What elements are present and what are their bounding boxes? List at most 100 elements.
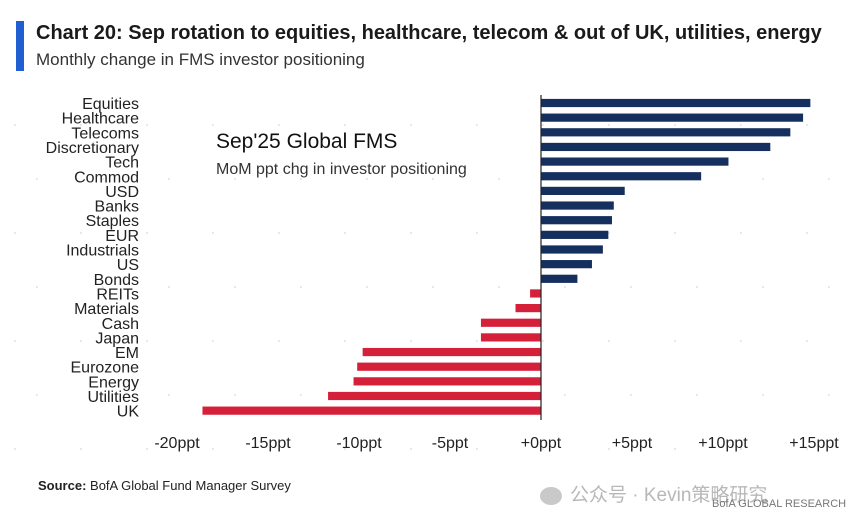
bar-discretionary (541, 142, 771, 152)
tick-label: -20ppt (154, 435, 200, 452)
background-dot (300, 394, 302, 396)
category-label: Discretionary (46, 140, 139, 157)
background-dot (608, 232, 610, 234)
background-dot (168, 286, 170, 288)
background-dot (696, 286, 698, 288)
background-dot (740, 448, 742, 450)
background-dot (234, 286, 236, 288)
category-label: USD (105, 184, 139, 201)
background-dot (696, 394, 698, 396)
background-dot (740, 124, 742, 126)
background-dot (168, 394, 170, 396)
background-dot (366, 286, 368, 288)
background-dot (80, 340, 82, 342)
background-dot (806, 232, 808, 234)
watermark-text: 公众号 · Kevin策略研究 (570, 485, 768, 506)
background-dot (630, 286, 632, 288)
background-dot (674, 340, 676, 342)
background-dot (432, 286, 434, 288)
category-label: Telecoms (71, 125, 139, 142)
background-dot (762, 394, 764, 396)
bar-us (541, 260, 592, 269)
background-dot (762, 178, 764, 180)
inset-subtitle: MoM ppt chg in investor positioning (216, 161, 467, 178)
background-dot (608, 448, 610, 450)
background-dot (498, 178, 500, 180)
background-dot (498, 286, 500, 288)
bar-eurozone (357, 362, 541, 371)
background-dot (146, 448, 148, 450)
bar-staples (541, 216, 612, 225)
tick-labels: -20ppt -15ppt -10ppt -5ppt +0ppt +5ppt +10ppt +… (154, 435, 839, 452)
background-dot (14, 448, 16, 450)
background-dot (344, 124, 346, 126)
background-dot (278, 340, 280, 342)
bar-reits (530, 289, 541, 298)
tick-label: -5ppt (432, 435, 469, 452)
background-dot (212, 124, 214, 126)
watermark: 公众号 · Kevin策略研究 (540, 480, 767, 507)
category-label: Energy (88, 374, 139, 391)
background-dot (674, 232, 676, 234)
background-dot (432, 178, 434, 180)
background-dot (168, 178, 170, 180)
category-label: Banks (95, 199, 139, 216)
background-dot (146, 232, 148, 234)
category-label: US (117, 257, 139, 274)
background-dot (14, 340, 16, 342)
background-dot (476, 340, 478, 342)
bar-telecoms (541, 128, 791, 137)
category-label: UK (117, 404, 140, 421)
background-dot (564, 286, 566, 288)
background-dot (212, 340, 214, 342)
category-label: Staples (86, 213, 139, 230)
background-dot (806, 340, 808, 342)
background-dot (828, 286, 830, 288)
background-dot (608, 124, 610, 126)
bar-energy (353, 377, 541, 386)
background-dot (212, 448, 214, 450)
background-dot (344, 232, 346, 234)
background-dot (410, 124, 412, 126)
background-dot (828, 178, 830, 180)
category-label: Healthcare (62, 111, 139, 128)
bar-em (362, 347, 541, 357)
category-label: Commod (74, 169, 139, 186)
background-dot (366, 178, 368, 180)
background-dot (300, 178, 302, 180)
category-label: Industrials (66, 243, 139, 260)
background-dot (234, 178, 236, 180)
background-dot (542, 340, 544, 342)
background-dot (102, 394, 104, 396)
background-dot (344, 340, 346, 342)
chart-title: Chart 20: Sep rotation to equities, heal… (36, 22, 822, 44)
category-labels: EquitiesHealthcareTelecomsDiscretionaryT… (46, 96, 140, 421)
chart-subtitle: Monthly change in FMS investor positioni… (36, 50, 365, 69)
background-dot (476, 124, 478, 126)
background-dot (674, 124, 676, 126)
bar-healthcare (541, 113, 804, 122)
inset-title: Sep'25 Global FMS (216, 130, 398, 153)
bar-japan (480, 333, 541, 342)
background-dot (564, 394, 566, 396)
background-dot (36, 178, 38, 180)
category-label: REITs (96, 286, 139, 303)
background-dot (542, 124, 544, 126)
background-dot (828, 394, 830, 396)
background-dot (278, 232, 280, 234)
bar-materials (515, 304, 541, 313)
category-label: Bonds (94, 272, 139, 289)
background-dot (14, 124, 16, 126)
background-dot (300, 286, 302, 288)
background-dot (36, 394, 38, 396)
background-dot (36, 286, 38, 288)
bar-equities (541, 98, 811, 108)
background-dot (410, 448, 412, 450)
background-dot (608, 340, 610, 342)
bar-banks (541, 201, 614, 210)
bar-eur (541, 230, 609, 239)
background-dot (410, 232, 412, 234)
background-dot (476, 448, 478, 450)
background-dot (542, 448, 544, 450)
